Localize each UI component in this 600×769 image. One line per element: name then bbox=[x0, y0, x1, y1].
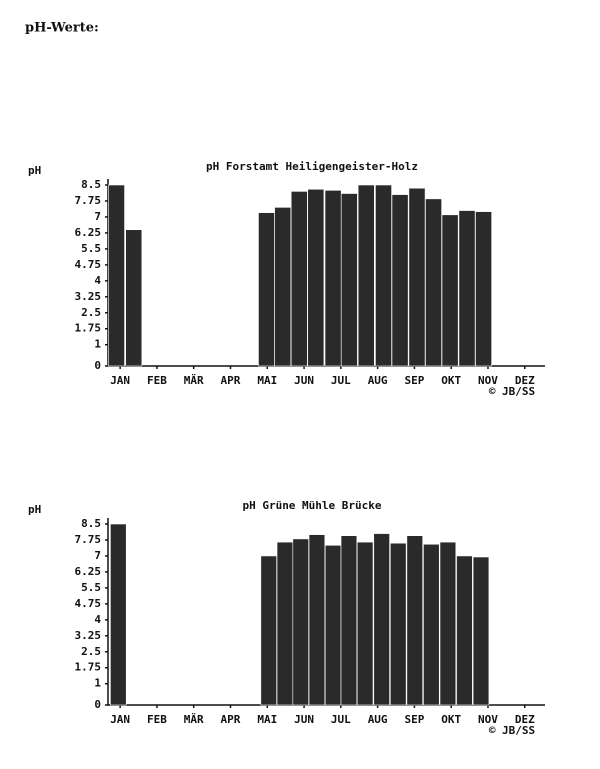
y-tick-label: 0 bbox=[94, 698, 101, 711]
x-tick-label: JUL bbox=[331, 713, 351, 726]
bar bbox=[125, 229, 143, 367]
y-tick-label: 7 bbox=[94, 549, 101, 562]
y-tick-label: 2.5 bbox=[81, 645, 101, 658]
page-title: pH-Werte: bbox=[25, 21, 99, 36]
y-tick-label: 1 bbox=[94, 338, 101, 351]
x-tick-label: SEP bbox=[404, 713, 424, 726]
chart-title: pH Forstamt Heiligengeister-Holz bbox=[206, 160, 418, 173]
annotation: © JB/SS bbox=[489, 724, 535, 737]
bar bbox=[307, 188, 325, 367]
y-tick-label: 3.25 bbox=[75, 290, 102, 303]
bar bbox=[110, 523, 127, 706]
x-tick-label: DEZ bbox=[515, 713, 535, 726]
bar bbox=[390, 542, 407, 706]
bar bbox=[340, 535, 358, 706]
y-tick-label: 3.25 bbox=[75, 629, 102, 642]
y-tick-label: 0 bbox=[94, 359, 101, 372]
x-tick-label: MÄR bbox=[184, 712, 204, 726]
bar bbox=[456, 555, 473, 706]
x-tick-label: JUN bbox=[294, 713, 314, 726]
bar bbox=[324, 544, 342, 706]
x-tick-label: OKT bbox=[441, 713, 461, 726]
y-tick-label: 6.25 bbox=[75, 565, 102, 578]
annotation: © JB/SS bbox=[489, 385, 535, 398]
x-tick-label: OKT bbox=[441, 374, 461, 387]
y-tick-label: 1.75 bbox=[75, 661, 102, 674]
bar bbox=[373, 533, 390, 706]
x-tick-label: JAN bbox=[110, 713, 130, 726]
y-tick-label: 4.75 bbox=[75, 258, 102, 271]
bar bbox=[475, 211, 492, 367]
y-tick-label: 4 bbox=[94, 613, 101, 626]
x-tick-label: MAI bbox=[257, 374, 277, 387]
x-tick-label: APR bbox=[221, 374, 241, 387]
x-tick-label: FEB bbox=[147, 374, 167, 387]
x-tick-label: SEP bbox=[404, 374, 424, 387]
y-tick-label: 8.5 bbox=[81, 517, 101, 530]
y-tick-label: 5.5 bbox=[81, 242, 101, 255]
bar bbox=[425, 198, 442, 367]
x-tick-label: JAN bbox=[110, 374, 130, 387]
bar bbox=[439, 541, 457, 706]
bar bbox=[423, 543, 440, 706]
bar bbox=[292, 538, 309, 706]
x-tick-label: DEZ bbox=[515, 374, 535, 387]
y-tick-label: 1 bbox=[94, 677, 101, 690]
x-tick-label: MAI bbox=[257, 713, 277, 726]
bar bbox=[391, 194, 409, 367]
x-tick-label: AUG bbox=[368, 713, 388, 726]
x-tick-label: NOV bbox=[478, 713, 498, 726]
y-tick-label: 8.5 bbox=[81, 178, 101, 191]
y-tick-label: 1.75 bbox=[75, 322, 102, 335]
x-tick-label: JUL bbox=[331, 374, 351, 387]
bar bbox=[340, 193, 358, 367]
bar bbox=[357, 184, 375, 367]
y-tick-label: 2.5 bbox=[81, 306, 101, 319]
x-tick-label: MÄR bbox=[184, 373, 204, 387]
y-tick-label: 7.75 bbox=[75, 194, 102, 207]
bar bbox=[406, 535, 423, 706]
bar bbox=[276, 541, 294, 706]
y-tick-label: 5.5 bbox=[81, 581, 101, 594]
x-tick-label: NOV bbox=[478, 374, 498, 387]
bar bbox=[458, 210, 476, 367]
bar bbox=[441, 214, 459, 367]
bar bbox=[356, 541, 374, 706]
bar bbox=[108, 184, 125, 367]
x-tick-label: AUG bbox=[368, 374, 388, 387]
x-tick-label: APR bbox=[221, 713, 241, 726]
y-tick-label: 7.75 bbox=[75, 533, 102, 546]
bar bbox=[375, 184, 392, 367]
chart-title: pH Grüne Mühle Brücke bbox=[242, 499, 381, 512]
y-tick-label: 4.75 bbox=[75, 597, 102, 610]
y-tick-label: 6.25 bbox=[75, 226, 102, 239]
bar bbox=[274, 207, 292, 367]
y-axis-label: pH bbox=[28, 503, 41, 516]
y-tick-label: 4 bbox=[94, 274, 101, 287]
bar bbox=[472, 556, 490, 706]
bar bbox=[290, 191, 308, 367]
bar bbox=[408, 187, 426, 367]
y-axis-label: pH bbox=[28, 164, 41, 177]
x-tick-label: FEB bbox=[147, 713, 167, 726]
x-tick-label: JUN bbox=[294, 374, 314, 387]
y-tick-label: 7 bbox=[94, 210, 101, 223]
bar bbox=[258, 212, 275, 367]
bar bbox=[324, 190, 342, 367]
bar bbox=[308, 534, 326, 706]
bar bbox=[260, 555, 277, 706]
